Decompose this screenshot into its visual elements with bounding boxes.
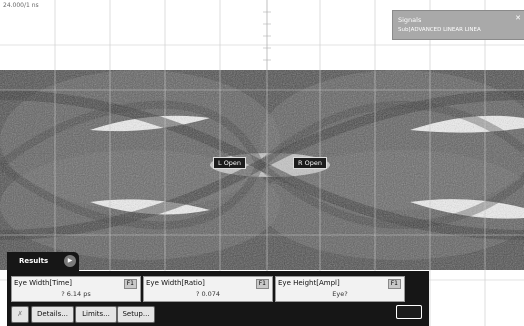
source-badge: F1: [123, 279, 137, 289]
signals-title: Signals: [398, 16, 422, 24]
results-panel: Results ▶ Eye Width[Time] F1 ? 6.14 ps E…: [7, 252, 429, 326]
measurement-eye-height[interactable]: Eye Height[Ampl] F1 Eye?: [275, 276, 405, 302]
measurement-name: Eye Width[Time]: [14, 279, 73, 287]
measurement-value: ? 0.074: [195, 290, 221, 298]
source-badge: F1: [387, 279, 401, 289]
close-icon[interactable]: ✕: [515, 14, 521, 22]
measurement-eye-width-time[interactable]: Eye Width[Time] F1 ? 6.14 ps: [11, 276, 141, 302]
measurement-value: Eye?: [332, 290, 348, 298]
measurement-name: Eye Width[Ratio]: [146, 279, 205, 287]
left-cursor-label[interactable]: L Open: [213, 157, 247, 169]
signals-subtitle: Sub[ADVANCED LINEAR LINEA: [398, 27, 481, 33]
limits-button[interactable]: Limits...: [75, 306, 117, 323]
signals-panel[interactable]: Signals ✕ Sub[ADVANCED LINEAR LINEA: [392, 10, 524, 40]
measurement-eye-width-ratio[interactable]: Eye Width[Ratio] F1 ? 0.074: [143, 276, 273, 302]
measurement-name: Eye Height[Ampl]: [278, 279, 340, 287]
panel-indicator[interactable]: [396, 305, 422, 319]
delete-icon[interactable]: ✗: [11, 306, 29, 323]
source-badge: F1: [255, 279, 269, 289]
time-scale-label: 24.000/1 ns: [3, 2, 39, 9]
results-title: Results: [19, 257, 49, 265]
play-icon[interactable]: ▶: [64, 255, 76, 267]
setup-button[interactable]: Setup...: [117, 306, 155, 323]
details-button[interactable]: Details...: [31, 306, 74, 323]
right-cursor-label[interactable]: R Open: [293, 157, 327, 169]
measurement-value: ? 6.14 ps: [61, 290, 91, 298]
results-body: Eye Width[Time] F1 ? 6.14 ps Eye Width[R…: [7, 271, 429, 326]
results-tab[interactable]: Results ▶: [7, 252, 79, 271]
